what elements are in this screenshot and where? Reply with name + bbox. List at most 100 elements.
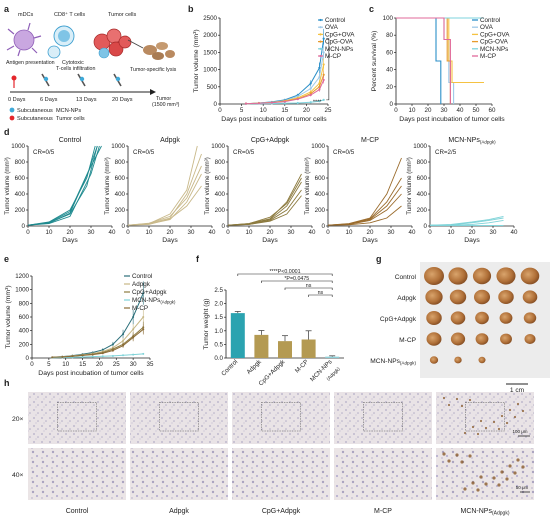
y-tick-label: 200 (417, 207, 428, 214)
tumor-photo (448, 267, 468, 285)
data-point (309, 101, 312, 104)
panel-label-f: f (196, 254, 200, 264)
x-tick-label: 10 (448, 229, 455, 236)
x-axis-label: Days post incubation of tumor cells (38, 370, 144, 377)
significance-bracket (308, 294, 333, 297)
y-axis-label: Tumor volume (mm³) (193, 29, 200, 92)
stained-cell (468, 398, 472, 402)
injection-dot (115, 76, 121, 82)
lysis-icon (143, 42, 175, 60)
data-point (101, 352, 104, 355)
histology-image (28, 448, 126, 500)
series-line-CpG+OVA (245, 64, 325, 105)
histology-image (28, 392, 126, 444)
stained-cell (513, 415, 517, 419)
legend-marker (319, 33, 322, 36)
x-tick-label: 0 (428, 229, 432, 236)
panel-label-b: b (188, 4, 194, 14)
stained-cell (455, 397, 459, 401)
zoom-region-box (465, 402, 505, 432)
magnification-label: 40× (12, 472, 24, 479)
legend-label: CpG+OVA (480, 31, 510, 38)
y-tick-label: 400 (19, 328, 30, 335)
data-point (309, 90, 312, 94)
legend-label: Control (325, 17, 345, 24)
timeline-label: 13 Days (76, 97, 97, 103)
y-tick-label: 80 (386, 32, 393, 39)
y-tick-label: 2000 (203, 32, 217, 39)
tumor-growth-curve (227, 195, 302, 226)
stained-cell (442, 452, 446, 456)
x-tick-label: 30 (288, 229, 295, 236)
cd8-label: CD8⁺ T cells (54, 11, 85, 18)
y-tick-label: 800 (315, 159, 326, 166)
panel-label-d: d (4, 127, 10, 137)
stained-cell (479, 419, 483, 423)
y-tick-label: 1200 (15, 273, 29, 280)
histology-group-label: Adpgk (169, 508, 189, 515)
tumor-photo (450, 332, 466, 346)
x-tick-label: 30 (188, 229, 195, 236)
y-tick-label: 600 (315, 175, 326, 182)
stained-cell (516, 402, 520, 406)
data-point (132, 328, 135, 331)
y-tick-label: 800 (215, 159, 226, 166)
tumor-photo (426, 311, 442, 325)
legend-marker (319, 26, 322, 29)
x-tick-label: 20 (67, 229, 74, 236)
x-tick-label: 15 (79, 361, 86, 368)
tumor-growth-curve (327, 185, 402, 226)
lysis-arrow (127, 39, 144, 49)
legend-dot-mcn (9, 107, 15, 113)
significance-label: ****P<0.0001 (269, 269, 300, 275)
tumor-photo (520, 267, 540, 285)
tumor-photo (424, 267, 444, 285)
stained-cell (479, 475, 483, 479)
legend-label: OVA (325, 24, 339, 31)
y-axis-label: Tumor weight (g) (203, 298, 210, 349)
legend-label: OVA (480, 24, 494, 31)
data-point (71, 355, 74, 358)
data-point (142, 328, 145, 331)
y-tick-label: 500 (207, 84, 218, 91)
legend-item-mcn: MCN-NPs (56, 108, 81, 114)
scale-bar-label-20x: 100 μm (512, 429, 527, 434)
bar-M-CP (301, 339, 316, 358)
tumor-photo (522, 290, 538, 304)
y-axis-label: Tumor volume (mm³) (4, 157, 11, 215)
y-tick-label: 400 (315, 191, 326, 198)
data-point (283, 102, 286, 105)
x-tick-label: 35 (147, 361, 154, 368)
y-tick-label: 0 (26, 355, 30, 362)
data-point (81, 355, 84, 358)
x-tick-label: 10 (62, 361, 69, 368)
subplot-title: M-CP (361, 137, 379, 144)
survival-line-CpG-OVA (396, 17, 451, 104)
data-point (142, 352, 145, 355)
stained-cell (497, 427, 501, 431)
photo-row-label: CpG+Adpgk (380, 316, 417, 323)
stained-cell (471, 481, 475, 485)
data-point (51, 356, 54, 359)
chart-c: 0 10 20 30 40 50 60 0 20 40 60 80 100 Days post incub… (371, 15, 510, 123)
stained-cell (463, 431, 467, 435)
y-tick-label: 20 (386, 84, 393, 91)
y-tick-label: 800 (115, 159, 126, 166)
stained-cell (508, 408, 512, 412)
x-axis-label: Days post incubation of tumor cells (221, 116, 327, 123)
panel-label-c: c (369, 4, 374, 14)
panel-a: a mDCs CD8⁺ T cells Tumor cells (4, 4, 180, 122)
cr-label: CR=0/5 (333, 149, 355, 156)
tumor-photo (473, 289, 491, 305)
tumor-photo (449, 289, 467, 305)
tumor-growth-curve (429, 215, 504, 226)
panel-label-e: e (4, 254, 9, 264)
x-tick-label: 50 (473, 107, 480, 114)
data-point (132, 316, 135, 318)
x-tick-label: 0 (126, 229, 130, 236)
stained-cell (442, 396, 446, 400)
timeline-label: 0 Days (8, 97, 26, 103)
tumor-injection-dot (11, 75, 17, 81)
x-tick-label: 0 (326, 229, 330, 236)
legend-label: CpG+Adpgk (132, 289, 167, 296)
